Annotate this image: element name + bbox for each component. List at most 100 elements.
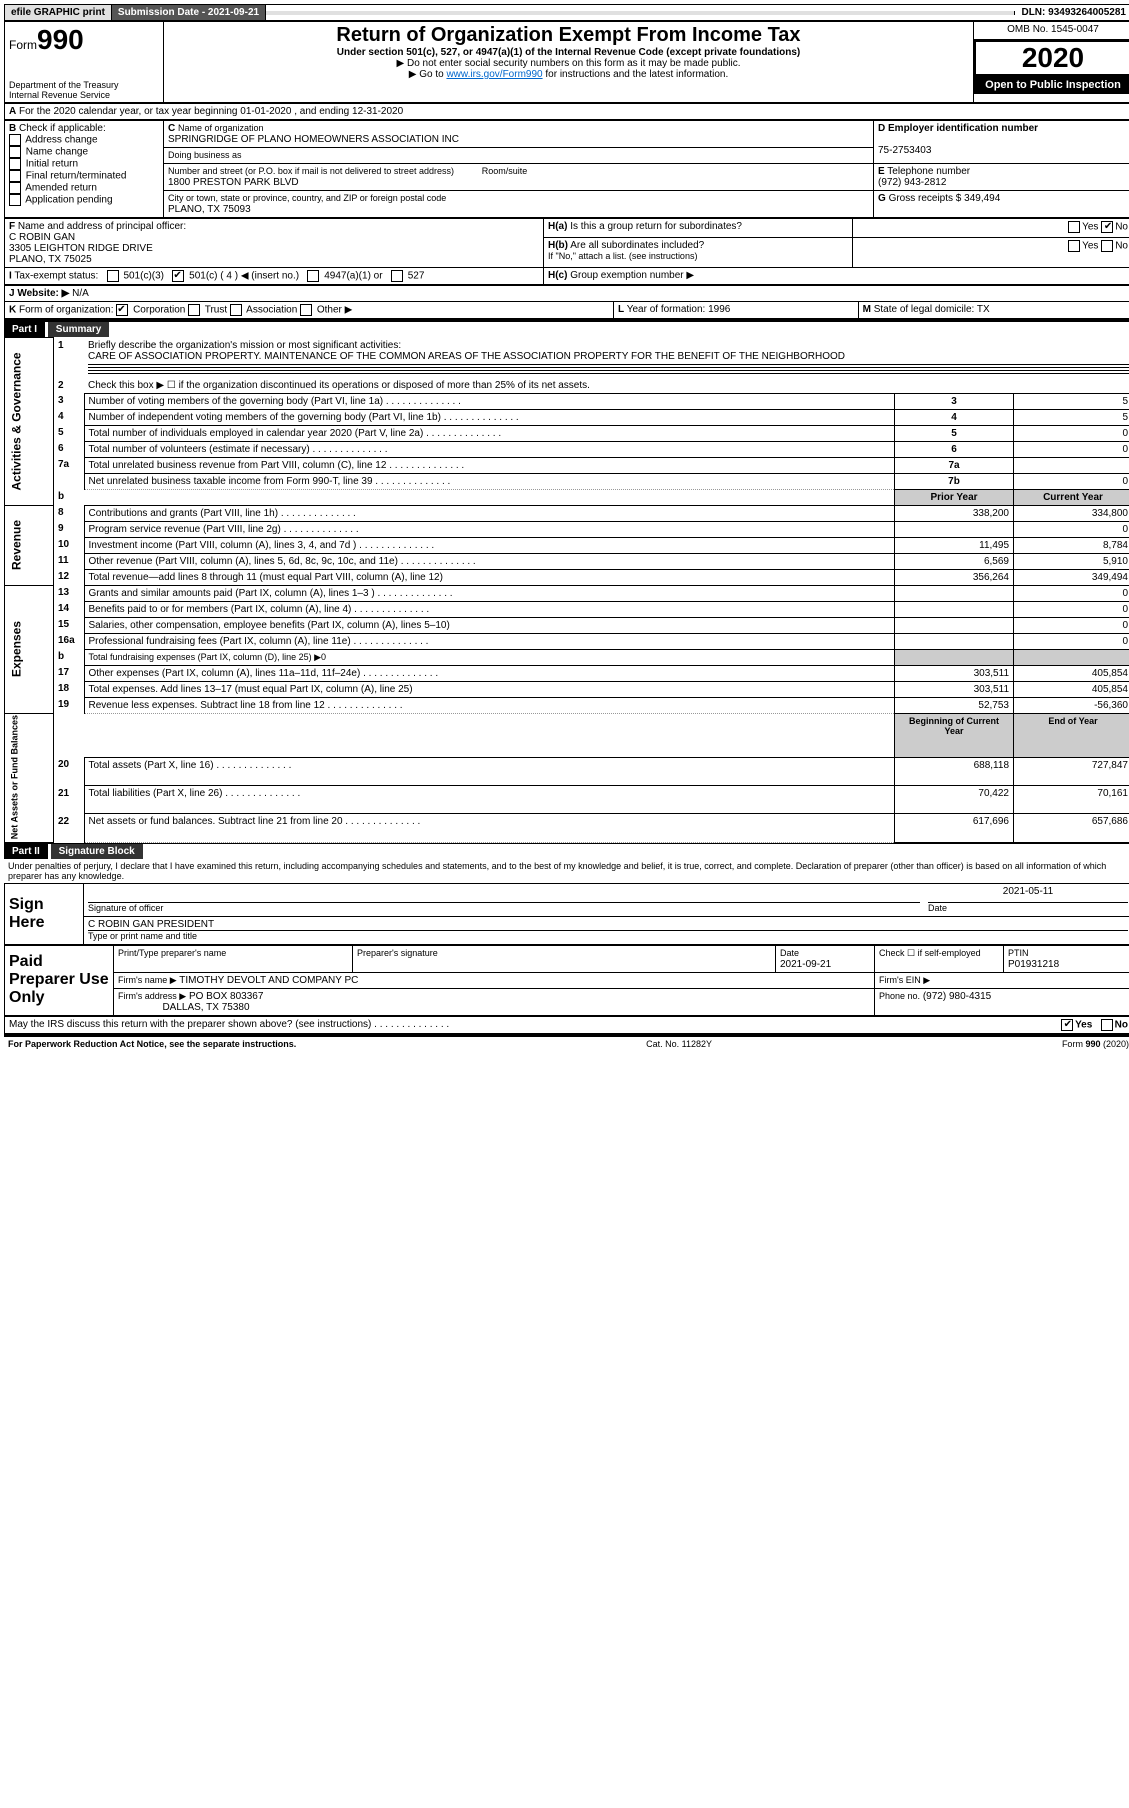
check-527[interactable] <box>391 270 403 282</box>
firm-addr-label: Firm's address ▶ <box>118 991 186 1001</box>
ha-label: Is this a group return for subordinates? <box>570 221 742 232</box>
footer: For Paperwork Reduction Act Notice, see … <box>4 1034 1129 1051</box>
spacer <box>266 11 1015 15</box>
ein-value: 75-2753403 <box>878 145 931 156</box>
paid-preparer-label: Paid Preparer Use Only <box>5 945 114 1015</box>
form-header-table: Form990 Department of the TreasuryIntern… <box>4 21 1129 103</box>
ptin-label: PTIN <box>1008 948 1029 958</box>
net-row-20: Total assets (Part X, line 16) <box>84 757 895 785</box>
exp-row-15: Salaries, other compensation, employee b… <box>84 617 895 633</box>
org-name: SPRINGRIDGE OF PLANO HOMEOWNERS ASSOCIAT… <box>168 134 459 145</box>
check-self-label: Check ☐ if self-employed <box>879 948 981 958</box>
check-4947[interactable] <box>307 270 319 282</box>
l-label: Year of formation: <box>627 304 706 315</box>
hb-yes-check[interactable] <box>1068 240 1080 252</box>
check-address-change[interactable] <box>9 134 21 146</box>
entity-block: B Check if applicable: Address change Na… <box>4 120 1129 218</box>
check-name-change[interactable] <box>9 146 21 158</box>
rev-row-11: Other revenue (Part VIII, column (A), li… <box>84 553 895 569</box>
check-trust[interactable] <box>188 304 200 316</box>
efile-label: efile GRAPHIC print <box>5 5 112 20</box>
check-501c[interactable] <box>172 270 184 282</box>
line-a-text: For the 2020 calendar year, or tax year … <box>19 106 403 117</box>
d-label: Employer identification number <box>888 123 1038 134</box>
firm-ein-label: Firm's EIN ▶ <box>879 975 930 985</box>
firm-addr2: DALLAS, TX 75380 <box>162 1002 249 1013</box>
check-corporation[interactable] <box>116 304 128 316</box>
officer-name: C ROBIN GAN <box>9 232 75 243</box>
form-title: Return of Organization Exempt From Incom… <box>168 24 969 47</box>
check-initial-return[interactable] <box>9 158 21 170</box>
website-value: N/A <box>72 288 89 299</box>
part-1-label: Part I <box>4 322 45 337</box>
submission-date-btn[interactable]: Submission Date - 2021-09-21 <box>112 5 266 20</box>
ptin-value: P01931218 <box>1008 959 1059 970</box>
firm-phone-value: (972) 980-4315 <box>923 991 991 1002</box>
city-label: City or town, state or province, country… <box>168 193 446 203</box>
exp-row-16a: Professional fundraising fees (Part IX, … <box>84 633 895 649</box>
check-application-pending[interactable] <box>9 194 21 206</box>
irs-link[interactable]: www.irs.gov/Form990 <box>446 69 542 80</box>
m-label: State of legal domicile: <box>874 304 975 315</box>
b-label: Check if applicable: <box>19 123 106 134</box>
gov-row-7b: Net unrelated business taxable income fr… <box>84 473 895 489</box>
rev-row-10: Investment income (Part VIII, column (A)… <box>84 537 895 553</box>
ha-yes-check[interactable] <box>1068 221 1080 233</box>
exp-row-14: Benefits paid to or for members (Part IX… <box>84 601 895 617</box>
exp-row-13: Grants and similar amounts paid (Part IX… <box>84 585 895 601</box>
discuss-yes-check[interactable] <box>1061 1019 1073 1031</box>
i-label: Tax-exempt status: <box>14 271 98 282</box>
check-association[interactable] <box>230 304 242 316</box>
section-gov-label: Activities & Governance <box>5 338 54 506</box>
sig-date-value: 2021-05-11 <box>928 886 1128 903</box>
section-rev-label: Revenue <box>5 505 54 585</box>
street-address: 1800 PRESTON PARK BLVD <box>168 177 299 188</box>
phone-value: (972) 943-2812 <box>878 177 946 188</box>
signature-block: Sign Here Signature of officer 2021-05-1… <box>4 883 1129 945</box>
hb-label: Are all subordinates included? <box>570 240 704 251</box>
net-row-22: Net assets or fund balances. Subtract li… <box>84 814 895 842</box>
discuss-row: May the IRS discuss this return with the… <box>4 1016 1129 1034</box>
gov-row-7a: Total unrelated business revenue from Pa… <box>84 457 895 473</box>
check-501c3[interactable] <box>107 270 119 282</box>
dln-label: DLN: 93493264005281 <box>1015 5 1129 20</box>
footer-right: Form 990 (2020) <box>1062 1039 1129 1049</box>
c-name-label: Name of organization <box>178 123 264 133</box>
hb-note: If "No," attach a list. (see instruction… <box>548 251 697 261</box>
hb-no-check[interactable] <box>1101 240 1113 252</box>
header-end-year: End of Year <box>1014 713 1129 757</box>
ha-no-check[interactable] <box>1101 221 1113 233</box>
form-subtitle-2: ▶ Do not enter social security numbers o… <box>168 58 969 69</box>
line1-label: Briefly describe the organization's miss… <box>88 340 401 351</box>
f-label: Name and address of principal officer: <box>18 221 186 232</box>
open-to-public: Open to Public Inspection <box>974 76 1129 94</box>
check-other[interactable] <box>300 304 312 316</box>
discuss-no-check[interactable] <box>1101 1019 1113 1031</box>
footer-left: For Paperwork Reduction Act Notice, see … <box>8 1039 296 1049</box>
j-label: Website: ▶ <box>17 288 69 299</box>
hc-label: Group exemption number ▶ <box>570 270 694 281</box>
exp-row-18: Total expenses. Add lines 13–17 (must eq… <box>84 681 895 697</box>
check-final-return[interactable] <box>9 170 21 182</box>
header-current-year: Current Year <box>1014 489 1129 505</box>
e-label: Telephone number <box>887 166 970 177</box>
declaration-text: Under penalties of perjury, I declare th… <box>4 859 1129 883</box>
form-subtitle-1: Under section 501(c), 527, or 4947(a)(1)… <box>168 47 969 58</box>
prep-date-label: Date <box>780 948 799 958</box>
exp-row-16b: Total fundraising expenses (Part IX, col… <box>84 649 895 665</box>
dept-treasury: Department of the TreasuryInternal Reven… <box>9 80 159 100</box>
gov-row-6: Total number of volunteers (estimate if … <box>84 441 895 457</box>
part-2-title: Signature Block <box>51 844 143 859</box>
tax-year: 2020 <box>974 40 1129 76</box>
prep-name-label: Print/Type preparer's name <box>118 948 226 958</box>
jklm-block: J Website: ▶ N/A K Form of organization:… <box>4 285 1129 319</box>
header-beg-year: Beginning of Current Year <box>895 713 1014 757</box>
check-amended-return[interactable] <box>9 182 21 194</box>
footer-mid: Cat. No. 11282Y <box>646 1039 712 1049</box>
form-word: Form <box>9 38 37 52</box>
firm-name-value: TIMOTHY DEVOLT AND COMPANY PC <box>179 975 358 986</box>
type-name-label: Type or print name and title <box>88 931 197 941</box>
section-exp-label: Expenses <box>5 585 54 713</box>
k-label: Form of organization: <box>19 305 114 316</box>
part-2-label: Part II <box>4 844 48 859</box>
